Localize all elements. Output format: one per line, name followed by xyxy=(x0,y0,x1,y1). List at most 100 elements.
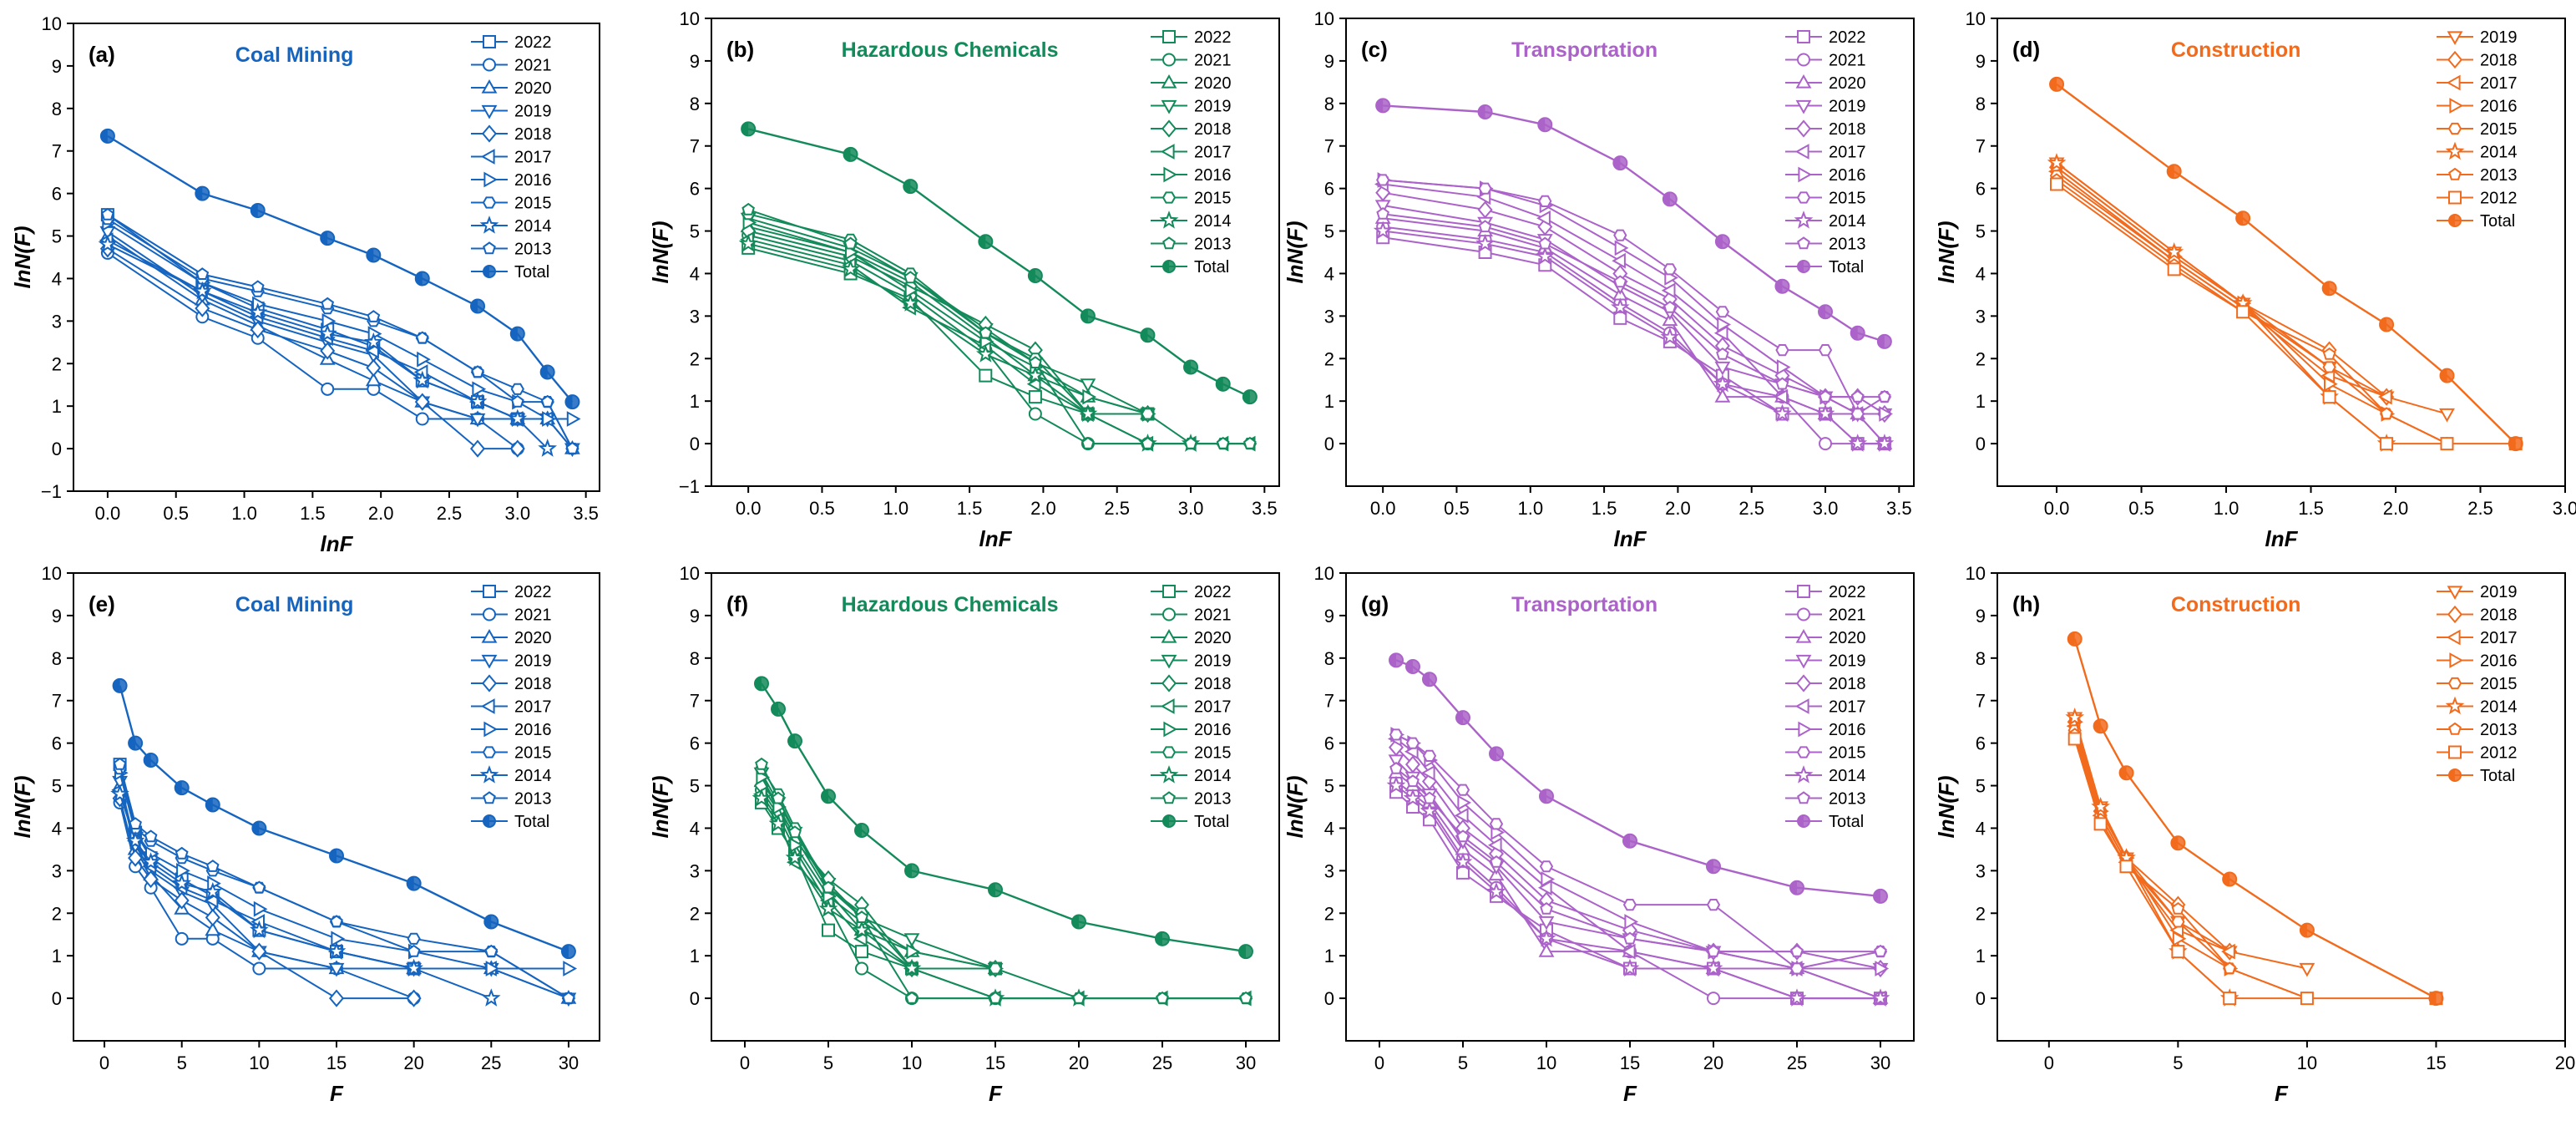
series-line-2017 xyxy=(2073,726,2230,953)
data-point-2015 xyxy=(2171,916,2185,928)
series-line-2016 xyxy=(1395,733,1880,970)
panel-c: 0.0 0.5 1.0 1.5 2.0 2.5 3.0 3.5 0 1 2 3 4 5 6 7 8 9 10 lnF l… xyxy=(1283,8,1915,551)
data-point-total-fill xyxy=(1819,305,1826,319)
legend-marker-2013 xyxy=(483,241,496,255)
data-point-2014 xyxy=(1403,788,1423,807)
y-tick-label: 1 xyxy=(1976,946,1986,966)
data-point-2013 xyxy=(989,991,1002,1004)
data-point-total-fill xyxy=(144,753,151,767)
data-point-2020 xyxy=(1538,942,1555,957)
legend-label: 2014 xyxy=(514,217,552,236)
data-point-2020 xyxy=(205,921,221,936)
x-axis-title: lnF xyxy=(321,531,354,556)
legend-label: 2019 xyxy=(514,103,552,121)
y-tick-label: 5 xyxy=(690,221,700,242)
legend-marker-2019 xyxy=(481,104,498,119)
data-point-2013 xyxy=(321,297,335,310)
y-axis-title: lnN(F) xyxy=(10,226,35,288)
panel-title: Coal Mining xyxy=(235,593,354,616)
data-point-2020 xyxy=(1714,388,1731,403)
series-line-2017 xyxy=(1395,738,1881,1000)
data-point-total-fill xyxy=(1663,192,1670,206)
data-point-2013 xyxy=(1141,436,1155,449)
y-tick-label: 2 xyxy=(52,353,62,374)
y-tick-label: 1 xyxy=(52,946,62,966)
data-point-total-fill xyxy=(1623,834,1630,848)
data-point-2012 xyxy=(2119,860,2133,874)
data-point-2014 xyxy=(317,323,337,342)
x-tick-label: 1.0 xyxy=(2214,498,2239,519)
series-line-2013 xyxy=(119,763,569,999)
data-point-2014 xyxy=(768,814,788,832)
y-tick-label: 2 xyxy=(1976,348,1986,369)
data-point-2013 xyxy=(772,791,785,804)
legend-marker-2022 xyxy=(1797,30,1810,43)
data-point-2021 xyxy=(175,931,189,946)
x-tick-label: 3.5 xyxy=(573,503,599,524)
legend-label: 2017 xyxy=(1829,144,1866,162)
x-tick-label: 15 xyxy=(2426,1053,2446,1073)
series-line-2014 xyxy=(1395,784,1880,1000)
data-point-2014 xyxy=(404,958,423,977)
x-tick-label: 20 xyxy=(2555,1053,2575,1073)
data-point-2015 xyxy=(1422,749,1437,762)
legend-marker-2019 xyxy=(481,654,498,669)
data-point-2014 xyxy=(412,370,433,389)
series-line-2021 xyxy=(761,789,995,1000)
x-tick-label: 1.5 xyxy=(957,498,983,519)
x-tick-label: 5 xyxy=(823,1053,833,1073)
legend-marker-total-fill xyxy=(2449,215,2455,226)
data-point-2014 xyxy=(738,233,758,252)
data-point-2014 xyxy=(900,293,920,312)
x-tick-label: 0.5 xyxy=(163,503,189,524)
data-point-2015 xyxy=(1663,263,1678,276)
y-tick-label: 8 xyxy=(690,94,700,114)
y-tick-label: 0 xyxy=(690,434,700,454)
y-tick-label: 7 xyxy=(690,691,700,712)
series-line-2016 xyxy=(119,773,569,970)
y-tick-label: 6 xyxy=(52,184,62,205)
data-point-2013 xyxy=(1540,901,1553,915)
x-tick-label: 1.5 xyxy=(1592,498,1617,519)
data-point-2015 xyxy=(1489,818,1504,830)
data-point-2013 xyxy=(415,331,429,344)
data-point-2013 xyxy=(101,207,114,221)
data-point-2013 xyxy=(1029,356,1042,368)
legend-marker-2018 xyxy=(1795,119,1812,138)
data-point-2018 xyxy=(320,342,336,360)
x-tick-label: 15 xyxy=(326,1053,347,1073)
legend-marker-2018 xyxy=(1161,674,1177,692)
x-tick-label: 0 xyxy=(1374,1053,1384,1073)
x-axis-title: F xyxy=(989,1081,1003,1106)
data-point-2013 xyxy=(562,991,575,1004)
data-point-total-fill xyxy=(252,821,260,835)
plot-frame xyxy=(711,18,1280,487)
data-point-2014 xyxy=(203,881,223,900)
data-point-2013 xyxy=(1243,436,1257,449)
series-line-total xyxy=(119,685,569,953)
data-point-2013 xyxy=(1406,774,1420,788)
data-point-total-fill xyxy=(1775,279,1783,293)
legend-label: 2014 xyxy=(1829,212,1866,231)
data-point-total-fill xyxy=(2508,437,2516,451)
legend-marker-2019 xyxy=(2447,31,2463,46)
data-point-total-fill xyxy=(484,915,492,929)
y-tick-label: 10 xyxy=(1966,8,1986,29)
data-point-total-fill xyxy=(979,235,986,249)
y-tick-label: 6 xyxy=(690,179,700,200)
data-point-2013 xyxy=(540,394,554,408)
data-point-2012 xyxy=(2236,305,2250,319)
data-point-2013 xyxy=(1072,991,1086,1004)
y-tick-label: 10 xyxy=(42,563,62,584)
data-point-total-fill xyxy=(1028,269,1035,282)
data-point-2012 xyxy=(2171,945,2185,959)
y-tick-label: 5 xyxy=(1324,776,1334,797)
data-point-2013 xyxy=(905,991,919,1004)
data-point-total-fill xyxy=(2300,923,2307,937)
legend-label: 2019 xyxy=(1829,652,1866,671)
x-tick-label: 0 xyxy=(740,1053,750,1073)
y-tick-label: 8 xyxy=(1976,648,1986,669)
x-axis-title: F xyxy=(1623,1081,1637,1106)
y-tick-label: 4 xyxy=(1324,263,1334,284)
